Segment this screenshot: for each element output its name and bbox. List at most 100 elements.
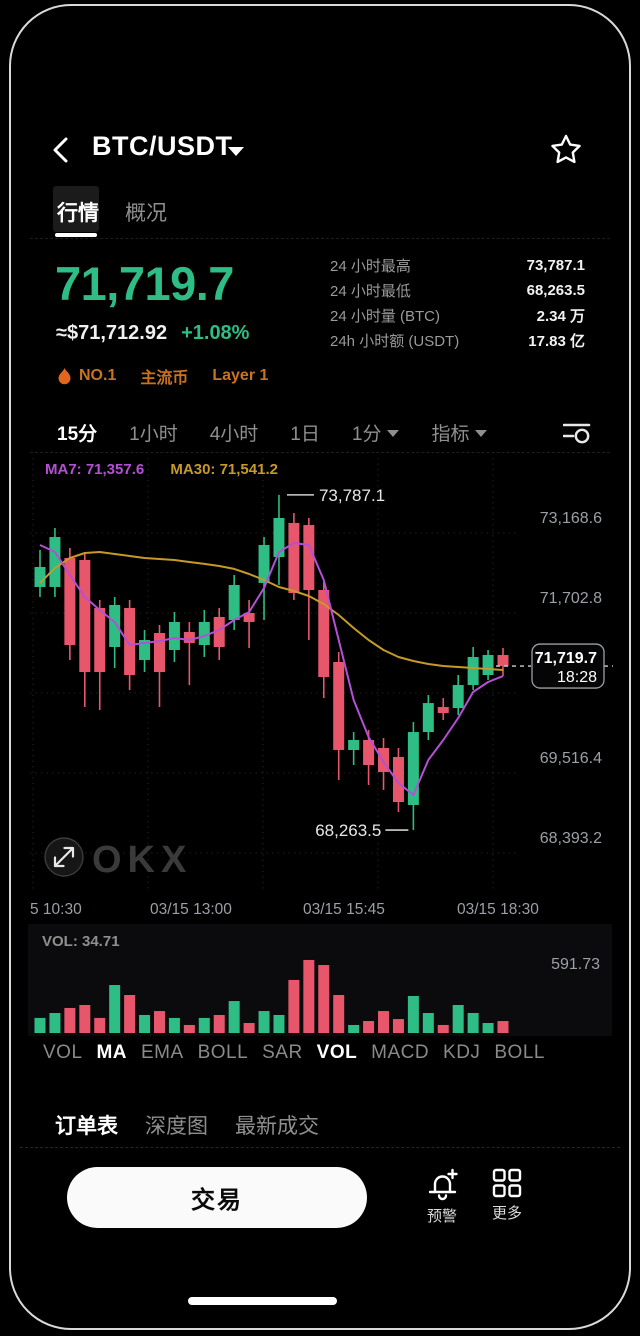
- stat-label: 24 小时最低: [330, 283, 411, 300]
- timeframe-1d[interactable]: 1日: [290, 424, 320, 445]
- candle-body: [49, 537, 61, 587]
- trade-button[interactable]: 交易: [67, 1167, 367, 1228]
- volume-bar: [422, 1013, 434, 1033]
- indicator-vol-sub[interactable]: VOL: [316, 1042, 358, 1063]
- indicator-ma[interactable]: MA: [96, 1042, 128, 1063]
- stat-value: 2.34 万: [536, 308, 585, 325]
- volume-bar: [168, 1017, 180, 1033]
- volume-bar: [378, 1011, 390, 1033]
- volume-bar: [467, 1013, 479, 1033]
- candle-body: [303, 525, 315, 590]
- volume-bar: [183, 1024, 195, 1033]
- candle-body: [258, 544, 270, 583]
- y-axis-label: 71,702.8: [540, 590, 602, 607]
- indicator-dropdown[interactable]: 指标: [431, 419, 488, 446]
- ma7-legend: MA7: 71,357.6: [45, 461, 145, 478]
- chart-settings-icon[interactable]: [563, 420, 591, 446]
- pair-title[interactable]: BTC/USDT: [92, 131, 233, 161]
- back-button[interactable]: [50, 136, 74, 164]
- favorite-star-icon[interactable]: [549, 133, 583, 167]
- timeframe-15m[interactable]: 15分: [57, 424, 98, 445]
- stat-label: 24h 小时额 (USDT): [330, 333, 460, 350]
- indicator-boll[interactable]: BOLL: [197, 1042, 249, 1063]
- volume-bar: [124, 995, 136, 1033]
- indicator-kdj[interactable]: KDJ: [443, 1042, 481, 1063]
- timeframe-1m-dropdown[interactable]: 1分: [352, 419, 400, 446]
- candle-body: [422, 703, 434, 733]
- home-indicator[interactable]: [188, 1297, 337, 1305]
- candle-body: [452, 685, 464, 709]
- volume-bar: [303, 959, 315, 1033]
- bell-plus-icon: [428, 1168, 458, 1201]
- ma-legend: MA7: 71,357.6 MA30: 71,541.2: [45, 461, 278, 478]
- last-price: 71,719.7: [55, 257, 234, 310]
- stat-value: 73,787.1: [526, 257, 585, 274]
- volume-bar: [79, 1004, 91, 1033]
- badge-layer1[interactable]: Layer 1: [212, 367, 269, 384]
- volume-bar: [228, 1001, 240, 1033]
- badge-rank[interactable]: NO.1: [79, 367, 117, 384]
- volume-bar: [153, 1011, 165, 1033]
- more-button[interactable]: 更多: [489, 1168, 525, 1223]
- timeframe-row: 15分 1小时 4小时 1日 1分 指标: [57, 419, 488, 446]
- last-price-badge-value: 71,719.7: [535, 650, 597, 667]
- volume-bar: [497, 1021, 509, 1033]
- volume-bar: [243, 1023, 255, 1033]
- candle-body: [228, 584, 240, 621]
- stat-row-high: 24 小时最高 73,787.1: [330, 253, 585, 278]
- tab-underline: [55, 233, 97, 237]
- indicator-ema[interactable]: EMA: [140, 1042, 184, 1063]
- indicator-macd[interactable]: MACD: [371, 1042, 430, 1063]
- candle-body: [64, 557, 76, 646]
- volume-bar: [363, 1021, 375, 1033]
- volume-bar: [213, 1014, 225, 1033]
- stat-value: 17.83 亿: [528, 333, 585, 350]
- timeframe-1h[interactable]: 1小时: [129, 424, 178, 445]
- tab-quotes-highlight: [53, 186, 99, 232]
- grid-icon: [492, 1168, 522, 1198]
- pair-dropdown-caret-icon[interactable]: [228, 147, 244, 156]
- volume-bar: [288, 979, 300, 1033]
- ma30-legend: MA30: 71,541.2: [170, 461, 278, 478]
- indicator-boll2[interactable]: BOLL: [494, 1042, 545, 1063]
- tab-latest-trades[interactable]: 最新成交: [235, 1115, 319, 1138]
- volume-bar: [94, 1017, 106, 1033]
- last-price-badge: [531, 643, 605, 689]
- tab-depth-chart[interactable]: 深度图: [145, 1115, 208, 1138]
- candle-body: [482, 655, 494, 676]
- indicator-sar[interactable]: SAR: [262, 1042, 303, 1063]
- candle-body: [124, 608, 136, 676]
- fiat-price: ≈$71,712.92: [56, 322, 168, 344]
- flame-icon: [58, 367, 71, 384]
- x-axis-label: 5 10:30: [30, 901, 82, 918]
- chevron-down-icon: [387, 430, 400, 437]
- stat-label: 24 小时最高: [330, 258, 411, 275]
- volume-bar: [452, 1004, 464, 1033]
- alert-button[interactable]: 预警: [423, 1168, 461, 1226]
- volume-value-label: VOL: 34.71: [42, 933, 120, 950]
- volume-axis-max: 591.73: [551, 956, 600, 973]
- stats-panel: 24 小时最高 73,787.1 24 小时最低 68,263.5 24 小时量…: [330, 253, 585, 353]
- candle-body: [288, 522, 300, 594]
- candle-body: [79, 559, 91, 673]
- volume-bar: [139, 1014, 151, 1033]
- low-annotation: 68,263.5: [315, 821, 381, 840]
- tab-overview[interactable]: 概况: [125, 202, 167, 225]
- candle-body: [348, 739, 360, 750]
- divider: [30, 452, 610, 453]
- alert-label: 预警: [426, 1208, 457, 1225]
- badge-mainstream[interactable]: 主流币: [140, 370, 189, 387]
- volume-bar: [348, 1024, 360, 1033]
- y-axis-label: 68,393.2: [540, 830, 602, 847]
- tab-order-book[interactable]: 订单表: [55, 1115, 118, 1138]
- fiat-price-row: ≈$71,712.92 +1.08%: [56, 322, 249, 345]
- x-axis-label: 03/15 18:30: [457, 901, 539, 918]
- candle-body: [273, 517, 285, 558]
- tab-quotes[interactable]: 行情: [57, 202, 99, 225]
- candle-body: [34, 566, 46, 587]
- indicator-vol-main[interactable]: VOL: [43, 1042, 83, 1063]
- okx-watermark: OKX: [92, 839, 192, 881]
- timeframe-4h[interactable]: 4小时: [209, 424, 259, 445]
